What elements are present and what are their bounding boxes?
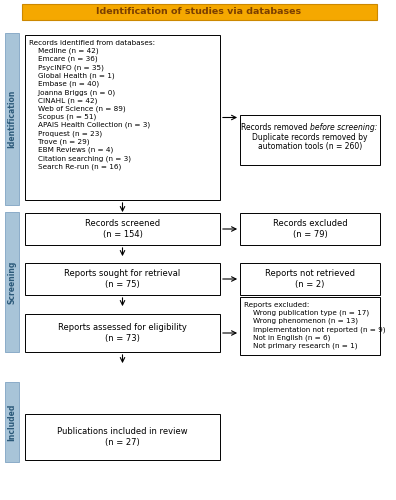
Text: Identification of studies via databases: Identification of studies via databases	[97, 8, 302, 16]
Text: Screening: Screening	[8, 260, 17, 304]
Text: Reports not retrieved
(n = 2): Reports not retrieved (n = 2)	[265, 268, 355, 289]
Bar	[240, 263, 380, 295]
Text: Identification: Identification	[8, 90, 17, 148]
Text: Records identified from databases:
    Medline (n = 42)
    Emcare (n = 36)
    : Records identified from databases: Medli…	[29, 40, 155, 170]
Text: Included: Included	[8, 404, 17, 440]
Bar	[240, 213, 380, 245]
Text: automation tools (n = 260): automation tools (n = 260)	[258, 142, 362, 152]
Text: Reports excluded:
    Wrong publication type (n = 17)
    Wrong phenomenon (n = : Reports excluded: Wrong publication type…	[244, 302, 385, 349]
Bar	[25, 263, 220, 295]
Bar	[5, 382, 19, 462]
Text: Records excluded
(n = 79): Records excluded (n = 79)	[273, 218, 347, 240]
Text: Reports sought for retrieval
(n = 75): Reports sought for retrieval (n = 75)	[65, 268, 181, 289]
Text: before screening:: before screening:	[310, 122, 377, 132]
Bar	[25, 35, 220, 200]
Bar	[25, 213, 220, 245]
Bar	[5, 33, 19, 205]
Bar	[22, 4, 377, 20]
Bar	[5, 212, 19, 352]
Text: Records removed: Records removed	[241, 122, 310, 132]
Text: Reports assessed for eligibility
(n = 73): Reports assessed for eligibility (n = 73…	[58, 322, 187, 344]
Text: Publications included in review
(n = 27): Publications included in review (n = 27)	[57, 426, 188, 448]
Bar	[240, 115, 380, 165]
Bar	[25, 314, 220, 352]
Bar	[240, 297, 380, 355]
Text: Records screened
(n = 154): Records screened (n = 154)	[85, 218, 160, 240]
Text: Duplicate records removed by: Duplicate records removed by	[252, 132, 368, 141]
Bar	[25, 414, 220, 460]
